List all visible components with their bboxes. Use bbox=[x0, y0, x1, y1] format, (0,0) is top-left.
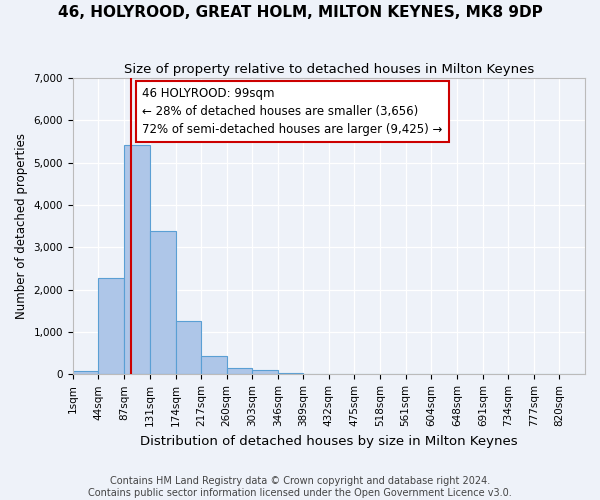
Text: 46 HOLYROOD: 99sqm
← 28% of detached houses are smaller (3,656)
72% of semi-deta: 46 HOLYROOD: 99sqm ← 28% of detached hou… bbox=[142, 88, 443, 136]
Bar bbox=[124, 145, 150, 374]
Title: Size of property relative to detached houses in Milton Keynes: Size of property relative to detached ho… bbox=[124, 62, 534, 76]
Bar bbox=[176, 320, 201, 374]
Text: 46, HOLYROOD, GREAT HOLM, MILTON KEYNES, MK8 9DP: 46, HOLYROOD, GREAT HOLM, MILTON KEYNES,… bbox=[58, 5, 542, 20]
Bar bbox=[73, 370, 98, 374]
Bar bbox=[278, 373, 304, 374]
Bar bbox=[227, 368, 252, 374]
X-axis label: Distribution of detached houses by size in Milton Keynes: Distribution of detached houses by size … bbox=[140, 434, 518, 448]
Text: Contains HM Land Registry data © Crown copyright and database right 2024.
Contai: Contains HM Land Registry data © Crown c… bbox=[88, 476, 512, 498]
Bar bbox=[252, 370, 278, 374]
Bar bbox=[98, 278, 124, 374]
Bar bbox=[201, 356, 227, 374]
Bar bbox=[150, 232, 176, 374]
Y-axis label: Number of detached properties: Number of detached properties bbox=[15, 133, 28, 319]
